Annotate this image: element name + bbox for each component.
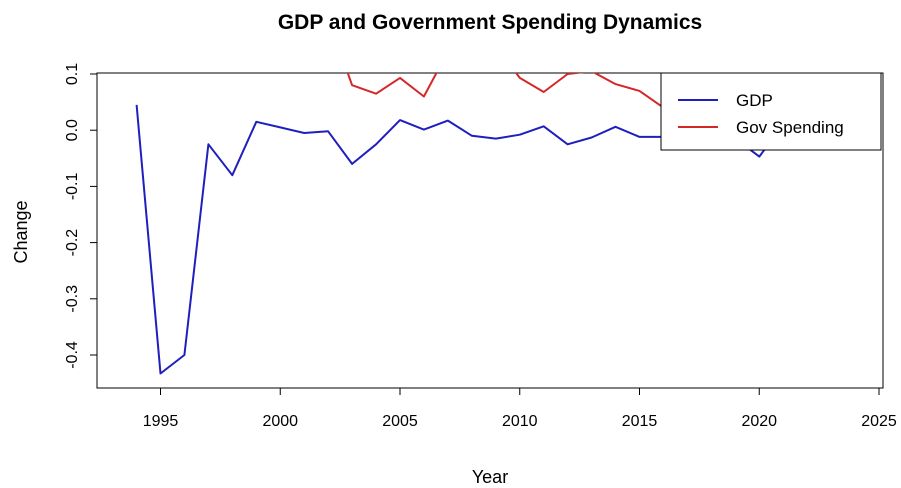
y-tick-label: 0.1 (64, 63, 81, 85)
legend-label-gov-spending: Gov Spending (736, 118, 844, 137)
legend-box (660, 72, 882, 151)
legend-label-gdp: GDP (736, 91, 773, 110)
y-tick-label: -0.2 (64, 229, 81, 257)
x-tick-label: 2015 (622, 413, 658, 430)
series-layer (135, 73, 808, 375)
x-axis: 1995 2000 2005 2010 2015 2020 2025 (143, 387, 897, 430)
y-tick-label: -0.4 (64, 341, 81, 369)
y-axis-label: Change (11, 200, 31, 263)
y-axis: -0.4 -0.3 -0.2 -0.1 0.0 0.1 (64, 63, 98, 369)
x-tick-label: 2005 (382, 413, 418, 430)
series-line-gov-spending (346, 73, 688, 120)
x-tick-label: 2025 (861, 413, 897, 430)
chart-title: GDP and Government Spending Dynamics (278, 11, 702, 34)
x-axis-label: Year (472, 467, 508, 487)
x-tick-label: 2020 (741, 413, 777, 430)
legend: GDP Gov Spending (660, 72, 882, 151)
x-tick-label: 1995 (143, 413, 179, 430)
y-tick-label: 0.0 (64, 119, 81, 141)
y-tick-label: -0.3 (64, 285, 81, 313)
y-tick-label: -0.1 (64, 173, 81, 201)
x-tick-label: 2010 (502, 413, 538, 430)
x-tick-label: 2000 (262, 413, 298, 430)
